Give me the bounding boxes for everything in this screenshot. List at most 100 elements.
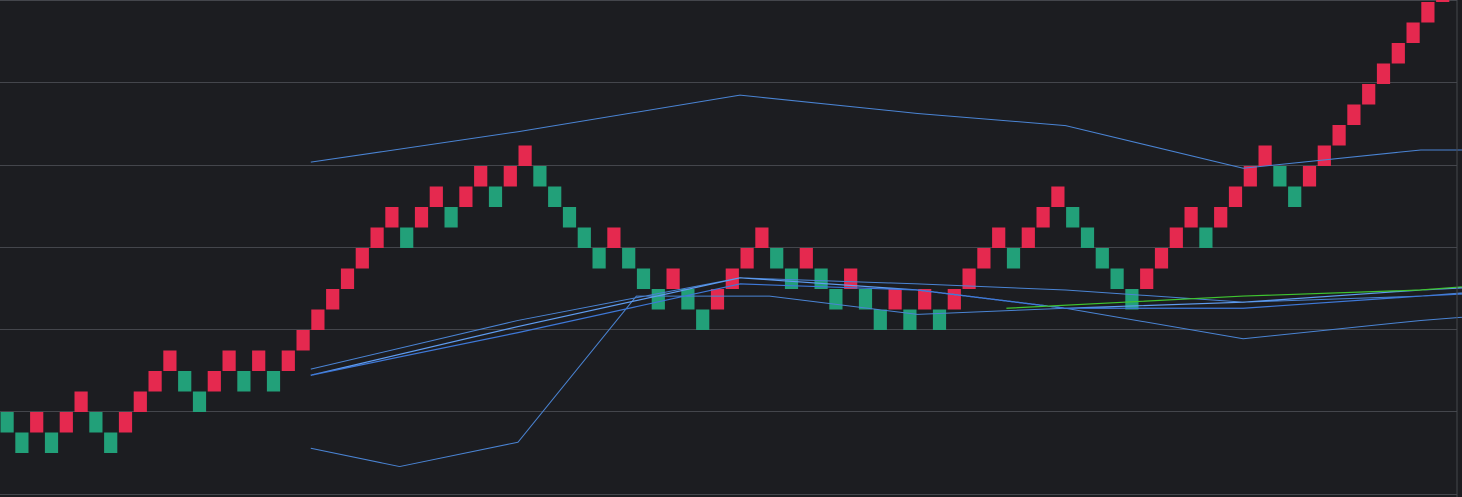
moving-average-line-1 xyxy=(310,277,1462,376)
down-brick xyxy=(266,371,281,392)
up-brick xyxy=(710,289,725,310)
up-brick xyxy=(1347,104,1361,125)
up-brick xyxy=(59,412,73,433)
up-brick xyxy=(947,289,961,310)
up-brick xyxy=(799,248,813,269)
up-brick xyxy=(1036,207,1050,228)
up-brick xyxy=(1051,186,1065,207)
up-brick xyxy=(518,145,532,166)
up-brick xyxy=(740,248,754,269)
down-brick xyxy=(932,309,947,330)
up-brick xyxy=(148,371,162,392)
up-brick xyxy=(74,391,88,412)
down-brick xyxy=(0,412,14,433)
up-brick xyxy=(1154,248,1169,269)
down-brick xyxy=(44,432,59,453)
up-brick xyxy=(1406,22,1420,43)
up-brick xyxy=(1169,227,1183,248)
bricks-layer xyxy=(0,0,1450,453)
up-brick xyxy=(503,166,517,187)
up-brick xyxy=(474,166,488,187)
down-brick xyxy=(651,289,665,310)
down-brick xyxy=(696,309,710,330)
down-brick xyxy=(814,268,828,289)
down-brick xyxy=(1288,186,1302,207)
up-brick xyxy=(1184,207,1198,228)
up-brick xyxy=(1228,186,1243,207)
down-brick xyxy=(533,166,547,187)
up-brick xyxy=(1362,84,1376,105)
down-brick xyxy=(858,289,873,310)
down-brick xyxy=(829,289,843,310)
up-brick xyxy=(1317,145,1331,166)
down-brick xyxy=(237,371,251,392)
up-brick xyxy=(370,227,384,248)
indicator-lines xyxy=(310,94,1462,468)
down-brick xyxy=(488,186,503,207)
up-brick xyxy=(725,268,739,289)
down-brick xyxy=(1095,248,1109,269)
up-brick xyxy=(992,227,1006,248)
up-brick xyxy=(755,227,769,248)
up-brick xyxy=(918,289,932,310)
up-brick xyxy=(340,268,355,289)
up-brick xyxy=(1436,0,1450,2)
up-brick xyxy=(459,186,473,207)
up-brick xyxy=(429,186,443,207)
up-brick xyxy=(607,227,621,248)
down-brick xyxy=(636,268,651,289)
down-brick xyxy=(562,207,577,228)
up-brick xyxy=(1332,125,1346,146)
up-brick xyxy=(414,207,429,228)
down-brick xyxy=(903,309,917,330)
up-brick xyxy=(222,350,236,371)
down-brick xyxy=(1080,227,1095,248)
moving-average-line-3 xyxy=(1006,286,1462,309)
down-brick xyxy=(548,186,562,207)
down-brick xyxy=(784,268,799,289)
down-brick xyxy=(1006,248,1021,269)
down-brick xyxy=(400,227,414,248)
up-brick xyxy=(1421,2,1435,23)
up-brick xyxy=(207,371,221,392)
up-brick xyxy=(1021,227,1035,248)
down-brick xyxy=(770,248,784,269)
up-brick xyxy=(1214,207,1228,228)
up-brick xyxy=(888,289,902,310)
up-brick xyxy=(1302,166,1317,187)
down-brick xyxy=(1273,166,1287,187)
up-brick xyxy=(1140,268,1154,289)
up-brick xyxy=(281,350,295,371)
up-brick xyxy=(163,350,177,371)
down-brick xyxy=(89,412,103,433)
up-brick xyxy=(962,268,976,289)
up-brick xyxy=(977,248,991,269)
down-brick xyxy=(192,391,207,412)
down-brick xyxy=(577,227,591,248)
down-brick xyxy=(873,309,887,330)
down-brick xyxy=(1110,268,1124,289)
down-brick xyxy=(178,371,192,392)
down-brick xyxy=(622,248,636,269)
up-brick xyxy=(30,412,44,433)
up-brick xyxy=(666,268,680,289)
bollinger-upper-line xyxy=(310,94,1462,169)
moving-average-line-2 xyxy=(310,283,1462,376)
up-brick xyxy=(355,248,369,269)
up-brick xyxy=(118,412,133,433)
down-brick xyxy=(1066,207,1080,228)
up-brick xyxy=(296,330,310,351)
down-brick xyxy=(444,207,458,228)
up-brick xyxy=(1243,166,1257,187)
up-brick xyxy=(844,268,858,289)
up-brick xyxy=(385,207,399,228)
down-brick xyxy=(592,248,606,269)
down-brick xyxy=(104,432,118,453)
down-brick xyxy=(15,432,29,453)
up-brick xyxy=(1376,63,1391,84)
down-brick xyxy=(681,289,695,310)
up-brick xyxy=(1258,145,1272,166)
